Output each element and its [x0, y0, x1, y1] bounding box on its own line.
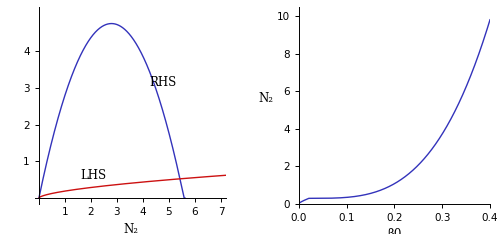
X-axis label: β0: β0 [387, 228, 402, 234]
X-axis label: N₂: N₂ [123, 223, 138, 234]
Y-axis label: N₂: N₂ [258, 92, 273, 105]
Text: RHS: RHS [150, 76, 176, 89]
Text: LHS: LHS [80, 169, 106, 182]
